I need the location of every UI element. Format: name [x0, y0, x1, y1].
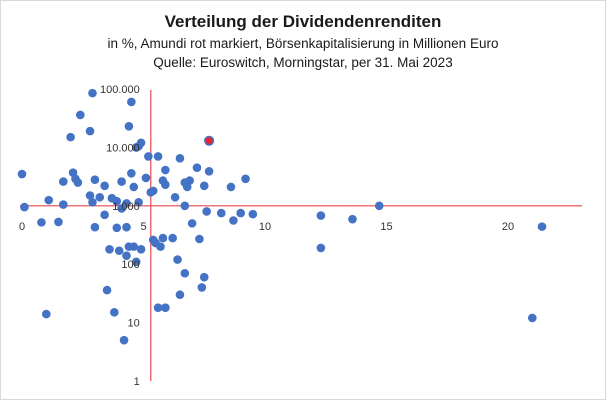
data-point [134, 197, 143, 207]
y-tick-label: 100.000 [100, 84, 140, 96]
data-point [156, 242, 165, 251]
data-point [127, 97, 136, 107]
data-point [122, 251, 131, 260]
data-point [131, 257, 141, 267]
data-point [528, 313, 537, 323]
data-point [95, 192, 105, 202]
x-tick-label: 10 [259, 221, 271, 233]
data-point [42, 309, 51, 319]
y-tick-label: 100 [121, 259, 139, 271]
data-point [192, 163, 202, 172]
data-point [226, 182, 236, 192]
data-point [187, 219, 197, 228]
data-point [180, 201, 190, 211]
data-point [117, 177, 126, 186]
data-point [236, 208, 245, 218]
data-point [112, 223, 122, 233]
data-point [185, 176, 194, 185]
chart-subtitle-line-2: Quelle: Euroswitch, Morningstar, per 31.… [153, 55, 453, 70]
y-tick-label: 1.000 [112, 201, 140, 213]
data-point [374, 201, 384, 211]
data-point [537, 222, 547, 231]
data-point [153, 303, 163, 312]
data-point [44, 195, 54, 205]
x-tick-label: 20 [502, 221, 514, 233]
y-tick-label: 1 [134, 376, 140, 388]
data-point [124, 121, 134, 131]
data-point [37, 218, 46, 227]
data-point [195, 234, 204, 244]
data-point [316, 211, 326, 220]
data-point [100, 181, 109, 191]
data-point [148, 186, 158, 196]
y-tick-label: 10.000 [106, 142, 140, 154]
data-point [248, 209, 258, 219]
y-tick-label: 10 [128, 318, 140, 330]
data-point [88, 197, 97, 207]
x-tick-labels: 0 5 10 15 20 [19, 221, 514, 233]
data-point [17, 169, 27, 179]
data-point [173, 255, 182, 264]
data-point [20, 202, 29, 212]
data-point [180, 268, 190, 278]
data-point [122, 199, 131, 208]
data-point [144, 152, 153, 161]
data-point [175, 290, 185, 300]
data-points [17, 88, 547, 345]
data-point [114, 246, 124, 256]
data-point [197, 283, 207, 292]
data-point [59, 200, 68, 209]
data-point [170, 192, 180, 202]
data-point [204, 166, 214, 176]
data-point [100, 210, 109, 220]
data-point [129, 242, 139, 251]
data-point [348, 214, 357, 224]
data-point [105, 244, 114, 254]
data-point [102, 285, 112, 295]
data-point [129, 182, 139, 192]
data-point [199, 181, 209, 191]
chart-title: Verteilung der Dividendenrenditen [164, 12, 442, 31]
data-point [73, 178, 83, 187]
data-point [161, 165, 170, 175]
data-point [88, 88, 97, 98]
data-point [168, 233, 177, 243]
data-point [119, 335, 129, 345]
data-point [175, 154, 185, 163]
data-point [90, 175, 100, 184]
data-point [316, 243, 326, 253]
data-point [136, 244, 146, 254]
data-point [161, 180, 170, 189]
data-point [110, 308, 119, 317]
data-point [127, 169, 136, 178]
data-point [85, 191, 95, 200]
data-point [59, 177, 68, 186]
highlight-point [204, 135, 215, 146]
y-tick-labels: 1 10 100 1.000 10.000 100.000 [100, 84, 140, 388]
x-tick-label: 0 [19, 221, 25, 233]
x-tick-label: 5 [140, 221, 146, 233]
data-point [54, 217, 63, 227]
data-point [229, 216, 238, 225]
data-point [66, 132, 75, 142]
chart-subtitle-line-1: in %, Amundi rot markiert, Börsenkapital… [107, 36, 499, 51]
data-point [122, 222, 131, 232]
data-point [76, 110, 85, 120]
data-point [90, 222, 100, 232]
data-point [158, 233, 168, 243]
data-point [202, 207, 211, 216]
data-point [199, 272, 209, 282]
data-point [216, 208, 226, 218]
data-point [85, 126, 95, 136]
data-point [153, 152, 163, 161]
x-tick-label: 15 [380, 221, 392, 233]
data-point [241, 174, 250, 184]
data-point [161, 303, 170, 312]
data-point [112, 196, 122, 206]
data-point [136, 138, 146, 148]
data-point [141, 173, 151, 183]
